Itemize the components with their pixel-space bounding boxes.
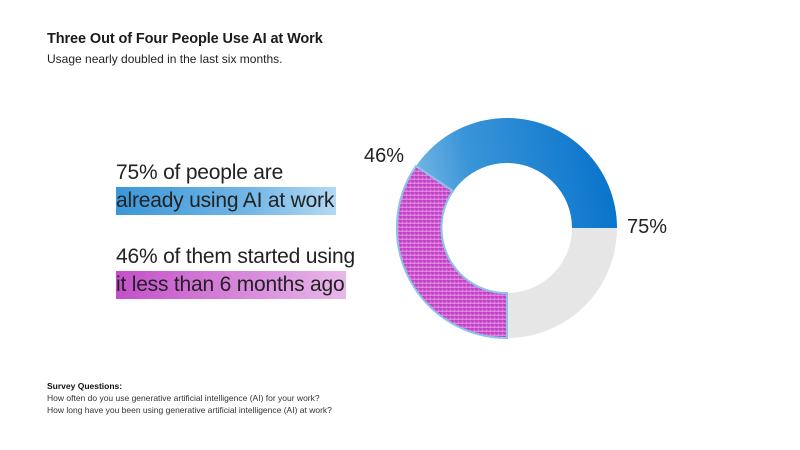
callout-highlight: already using AI at work	[116, 187, 337, 215]
segment-non-users	[507, 228, 617, 338]
label-users-percent: 75%	[627, 216, 668, 238]
chart-subtitle: Usage nearly doubled in the last six mon…	[47, 52, 283, 66]
chart-title: Three Out of Four People Use AI at Work	[47, 31, 323, 47]
callout-highlight: it less than 6 months ago	[116, 271, 347, 299]
survey-question: How often do you use generative artifici…	[47, 393, 320, 403]
donut-chart	[395, 118, 617, 340]
footer-heading: Survey Questions:	[47, 381, 123, 391]
survey-question: How long have you been using generative …	[47, 405, 332, 415]
callout-line-1: 75% of people are	[116, 161, 284, 184]
segment-recent-users	[395, 164, 508, 340]
callout-line-1: 46% of them started using	[116, 245, 355, 268]
callout-recent-users: 46% of them started using it less than 6…	[116, 243, 355, 299]
survey-footer: Survey Questions: How often do you use g…	[47, 380, 332, 416]
callout-ai-users: 75% of people are already using AI at wo…	[116, 159, 337, 215]
label-recent-percent: 46%	[364, 145, 405, 167]
